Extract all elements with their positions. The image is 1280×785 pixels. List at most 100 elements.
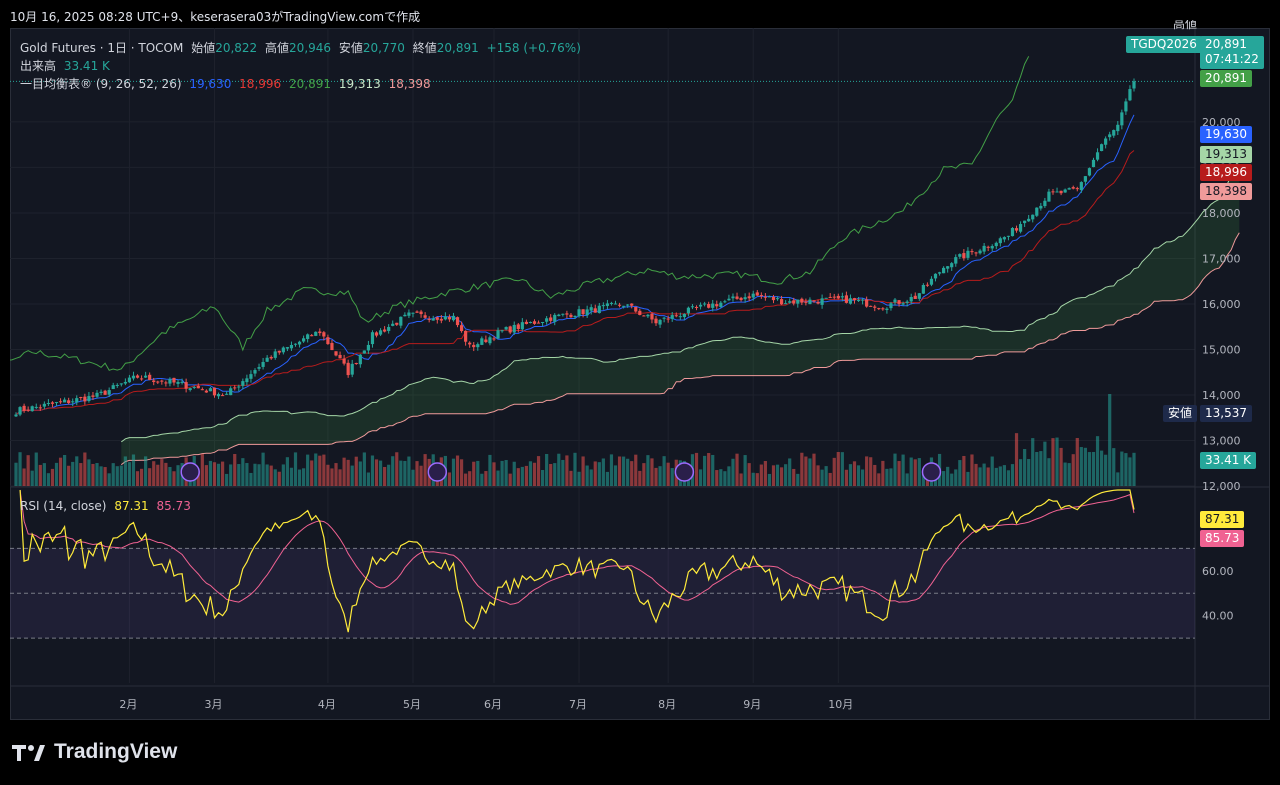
volume-bar <box>95 463 99 486</box>
volume-bar <box>1067 463 1071 486</box>
volume-bar <box>358 461 362 486</box>
candle-body <box>338 354 342 359</box>
bar-countdown: 07:41:22 <box>1205 52 1259 66</box>
candle-body <box>650 313 654 320</box>
volume-bar <box>144 456 148 486</box>
tradingview-logo-icon <box>12 745 45 761</box>
close-value: 20,891 <box>436 41 479 55</box>
high-label: 高値 <box>265 41 290 55</box>
volume-bar <box>1010 464 1015 486</box>
candle-body <box>589 307 593 311</box>
volume-bar <box>751 472 755 486</box>
volume-bar <box>135 471 140 486</box>
rsi-label[interactable]: RSI (14, close) <box>20 499 107 513</box>
volume-bar <box>763 461 767 486</box>
volume-bar <box>828 472 832 486</box>
candle-body <box>512 324 516 333</box>
volume-bar <box>646 455 650 486</box>
candle-body <box>302 338 306 342</box>
volume-bar <box>532 462 537 486</box>
candle-body <box>387 327 391 331</box>
volume-bar <box>297 469 302 486</box>
candle-body <box>735 296 739 299</box>
candle-body <box>91 395 95 397</box>
candle-body <box>459 325 464 332</box>
candle-body <box>314 331 318 336</box>
candle-body <box>1063 189 1067 193</box>
volume-bar <box>1079 447 1083 486</box>
volume-bar <box>788 458 792 486</box>
volume-bar <box>30 470 34 486</box>
symbol-title[interactable]: Gold Futures · 1日 · TOCOM <box>20 41 184 55</box>
candle-body <box>686 307 691 314</box>
price-tick-label: 14,000 <box>1202 389 1241 402</box>
candle-body <box>152 380 156 383</box>
volume-bar <box>237 464 241 486</box>
volume-bar <box>974 463 978 486</box>
volume-bar <box>549 464 553 486</box>
volume-bar <box>22 468 26 486</box>
volume-bar <box>869 457 873 486</box>
volume-bar <box>715 470 719 486</box>
candle-body <box>399 316 403 326</box>
candle-body <box>1095 152 1100 160</box>
volume-bar <box>14 462 18 486</box>
candle-body <box>54 402 59 404</box>
volume-bar <box>990 456 994 486</box>
time-tick-label: 4月 <box>318 698 336 711</box>
volume-bar <box>476 460 480 486</box>
volume-bar <box>285 457 289 486</box>
volume-bar <box>865 456 869 486</box>
candle-body <box>678 316 682 318</box>
volume-bar <box>314 453 318 486</box>
candle-body <box>1099 144 1104 152</box>
volume-bar <box>156 464 160 486</box>
volume-bar <box>87 459 91 486</box>
volume-bar <box>1083 447 1087 486</box>
price-tick-label: 20,000 <box>1202 116 1241 129</box>
volume-bar <box>245 463 249 486</box>
candle-body <box>897 300 901 304</box>
volume-bar <box>658 466 662 486</box>
ichimoku-tenkan: 19,630 <box>189 77 232 91</box>
ichimoku-label[interactable]: 一目均衡表® (9, 26, 52, 26) <box>20 77 182 91</box>
candle-body <box>26 409 30 411</box>
price-chart-svg[interactable]: 20,00019,00018,00017,00016,00015,00014,0… <box>10 28 1270 720</box>
volume-bar <box>216 463 221 486</box>
volume-bar <box>220 461 225 486</box>
candle-body <box>119 383 123 385</box>
volume-bar <box>38 464 42 486</box>
candle-body <box>107 390 111 395</box>
candle-body <box>654 318 658 324</box>
candle-body <box>1091 159 1096 168</box>
volume-bar <box>516 468 520 486</box>
candle-body <box>832 296 836 298</box>
candle-body <box>350 363 354 375</box>
candle-body <box>909 296 913 302</box>
volume-bar <box>597 462 601 486</box>
candle-body <box>407 312 411 316</box>
candle-body <box>885 308 889 310</box>
candle-body <box>111 385 115 390</box>
candle-body <box>1132 81 1136 89</box>
volume-bar <box>63 454 67 486</box>
volume-bar <box>779 467 784 486</box>
volume-bar <box>775 464 780 486</box>
candle-body <box>127 377 132 383</box>
candle-body <box>261 361 265 367</box>
volume-bar <box>650 458 654 486</box>
volume-label[interactable]: 出来高 <box>20 59 57 73</box>
candle-body <box>508 326 512 333</box>
volume-bar <box>877 473 881 486</box>
volume-bar <box>771 465 776 486</box>
volume-bar <box>249 472 253 486</box>
volume-bar <box>46 473 51 486</box>
candle-body <box>233 387 237 389</box>
volume-bar <box>950 473 954 486</box>
volume-bar <box>1014 433 1019 486</box>
candle-body <box>269 356 273 359</box>
volume-bar <box>524 465 528 486</box>
volume-bar <box>557 453 561 486</box>
candle-body <box>836 295 840 299</box>
candle-body <box>1018 224 1023 232</box>
